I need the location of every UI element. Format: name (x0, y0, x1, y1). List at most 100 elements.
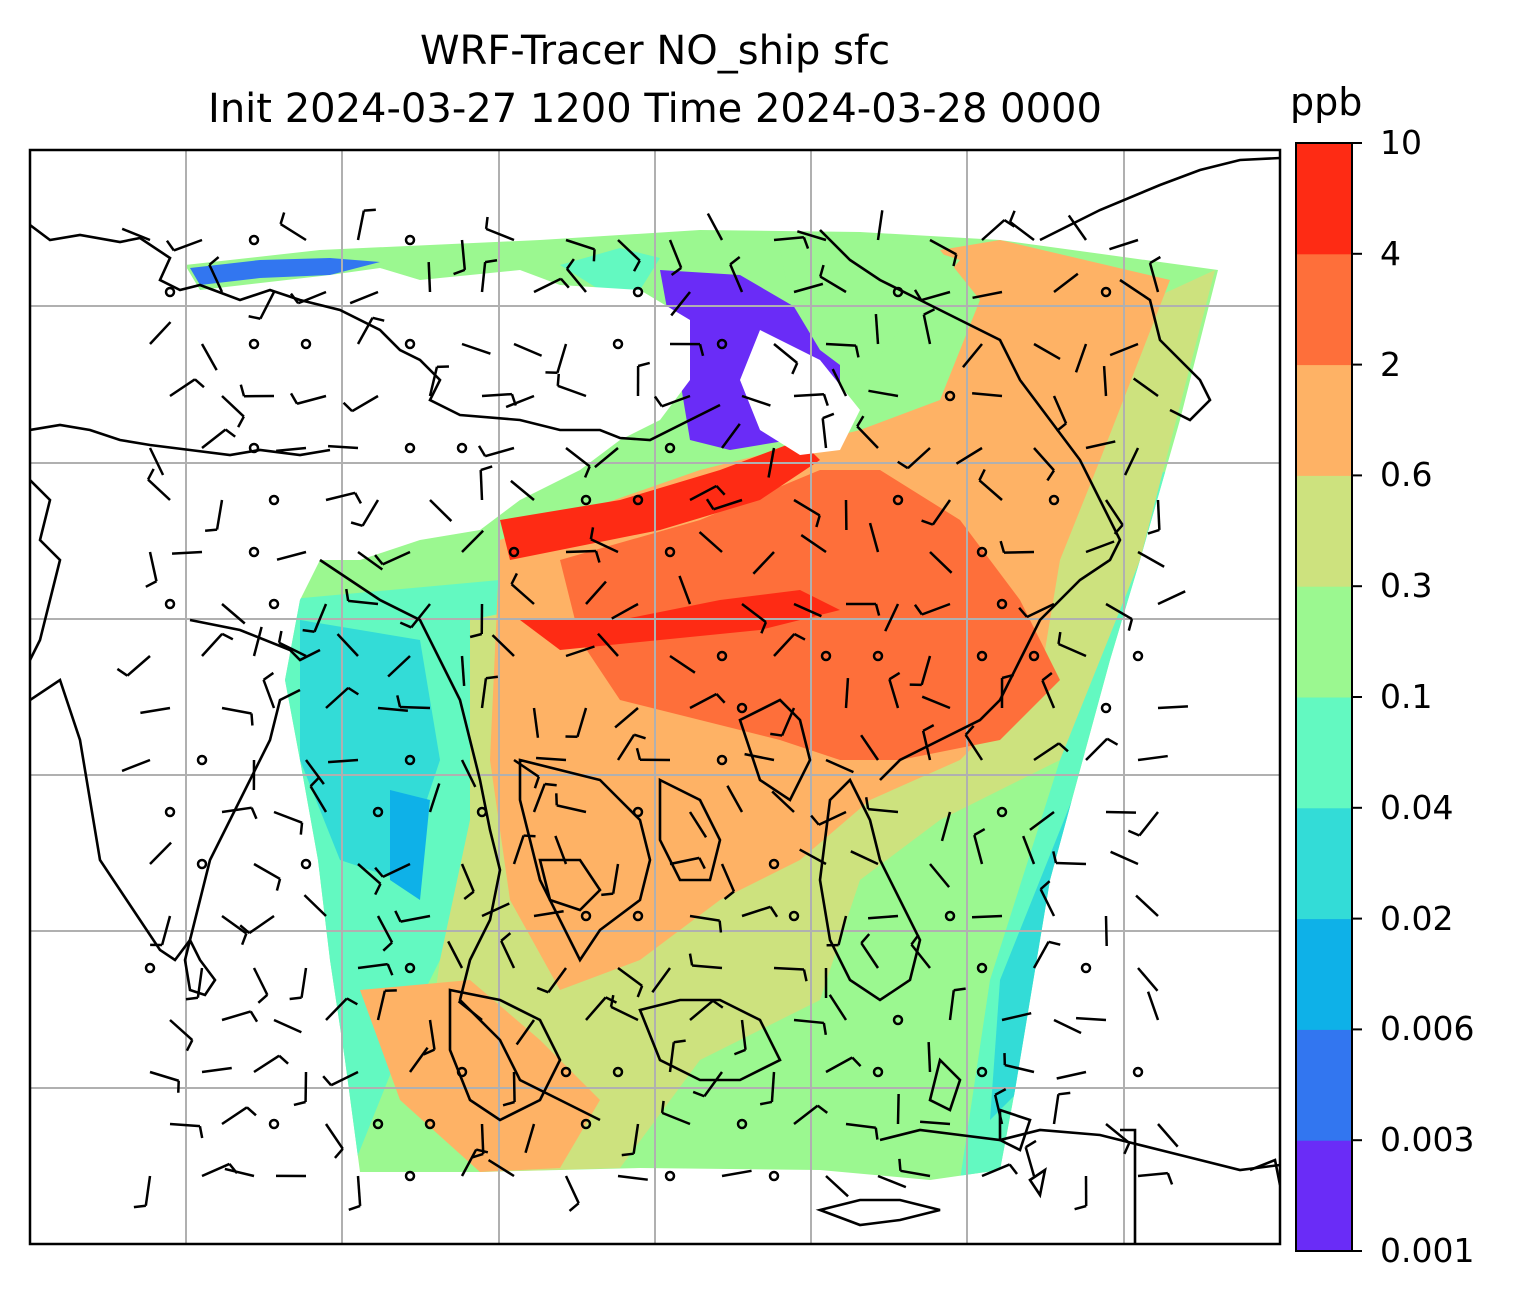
wind-barb (387, 655, 411, 678)
wind-barb (276, 550, 307, 561)
wind-barb (929, 551, 953, 574)
wind-barb (510, 572, 535, 605)
wind-barb-calm (736, 702, 748, 714)
coastline-segment (815, 1198, 941, 1227)
wind-barb (273, 810, 304, 835)
map-frame (28, 148, 1282, 1246)
wind-barb (741, 603, 768, 634)
colorbar-segment (1296, 1140, 1352, 1252)
wind-barb (689, 914, 723, 933)
wind-barb (555, 793, 587, 814)
wind-barb (689, 999, 724, 1021)
lat-lon-gridlines (30, 150, 1280, 1244)
wind-barb-calm (736, 1118, 748, 1130)
wind-barb (221, 1106, 257, 1126)
wind-barb (1146, 991, 1160, 1021)
wind-barb (921, 695, 951, 710)
coastline-segment (183, 936, 217, 997)
wind-barb (453, 239, 467, 276)
wind-barb (1132, 377, 1159, 398)
wind-barb (276, 446, 307, 453)
wind-barb (978, 468, 1003, 501)
wind-barb (469, 603, 484, 639)
wind-barb (145, 551, 158, 588)
plot-title-line-2: Init 2024-03-27 1200 Time 2024-03-28 000… (208, 86, 1102, 132)
coastline-segment (1249, 1158, 1280, 1186)
wind-barb (356, 316, 385, 345)
wind-barb-calm (612, 338, 624, 350)
wind-barb (349, 290, 379, 305)
field-level-4-10 (500, 440, 820, 560)
wind-barb (510, 479, 535, 501)
wind-barb (793, 392, 829, 406)
wind-barb (877, 1174, 907, 1189)
wind-barb (565, 258, 587, 293)
wind-barb (484, 216, 515, 242)
wind-barb-calm (248, 442, 260, 454)
wind-barb (532, 782, 557, 813)
wind-barb (1109, 342, 1139, 357)
wind-barb (810, 810, 847, 826)
wind-barb (342, 394, 379, 413)
wind-barb (688, 953, 723, 970)
wind-barb (819, 264, 847, 294)
wind-barb (460, 759, 477, 788)
wind-barb-calm (456, 442, 468, 454)
wind-barb (729, 256, 744, 293)
wind-barb (376, 989, 397, 1021)
wind-barb (428, 783, 441, 813)
wind-barb (169, 378, 205, 398)
wind-barb (913, 289, 951, 302)
wind-barb-calm (944, 390, 956, 402)
wind-barb-calm (372, 806, 384, 818)
wind-barb (248, 291, 276, 320)
wind-barb (948, 987, 966, 1021)
wind-barb (513, 758, 541, 789)
field-level-0.1-0.3 (780, 240, 960, 380)
wind-barb (884, 603, 900, 632)
wind-barb (479, 465, 493, 501)
wind-barb (149, 1070, 180, 1093)
wind-barb-calm (632, 286, 644, 298)
wind-barb-calm (664, 442, 676, 454)
wind-barb (964, 725, 984, 761)
wind-barb (253, 862, 282, 891)
wind-barb (447, 940, 464, 969)
wind-barb (860, 734, 880, 761)
wind-barb (146, 468, 171, 501)
wind-barb (856, 415, 879, 449)
wind-barb (940, 811, 952, 842)
wind-barb (860, 933, 880, 969)
wind-barb (876, 210, 884, 241)
wind-barb (721, 1169, 752, 1178)
wind-barb (844, 677, 850, 709)
wind-barb-calm (1132, 1066, 1144, 1078)
wind-barb (692, 1071, 724, 1098)
wind-barb (277, 630, 307, 658)
wind-barb (253, 1054, 289, 1074)
wind-barb (955, 446, 983, 465)
wind-barb (1029, 810, 1055, 831)
wind-barb-calm (1100, 702, 1112, 714)
wind-barb (773, 236, 810, 249)
wind-barb (909, 655, 932, 687)
wind-barb (973, 827, 986, 865)
wind-barb (826, 915, 848, 947)
wind-barb (512, 834, 536, 865)
wind-barb (741, 394, 771, 407)
wind-barb-calm (268, 598, 280, 610)
wind-barb (1000, 673, 1014, 709)
wind-barb (825, 758, 854, 774)
wind-barb (1157, 590, 1186, 606)
coastline-segment (30, 479, 62, 661)
wind-barb (1147, 499, 1161, 535)
wind-barb (828, 994, 848, 1021)
wind-barb (927, 1041, 932, 1073)
wind-barb (322, 1070, 359, 1087)
wind-barb (345, 588, 379, 606)
wind-barb (621, 1123, 640, 1157)
wind-barb (350, 499, 380, 527)
wind-barb (554, 835, 568, 865)
wind-barb-calm (164, 598, 176, 610)
